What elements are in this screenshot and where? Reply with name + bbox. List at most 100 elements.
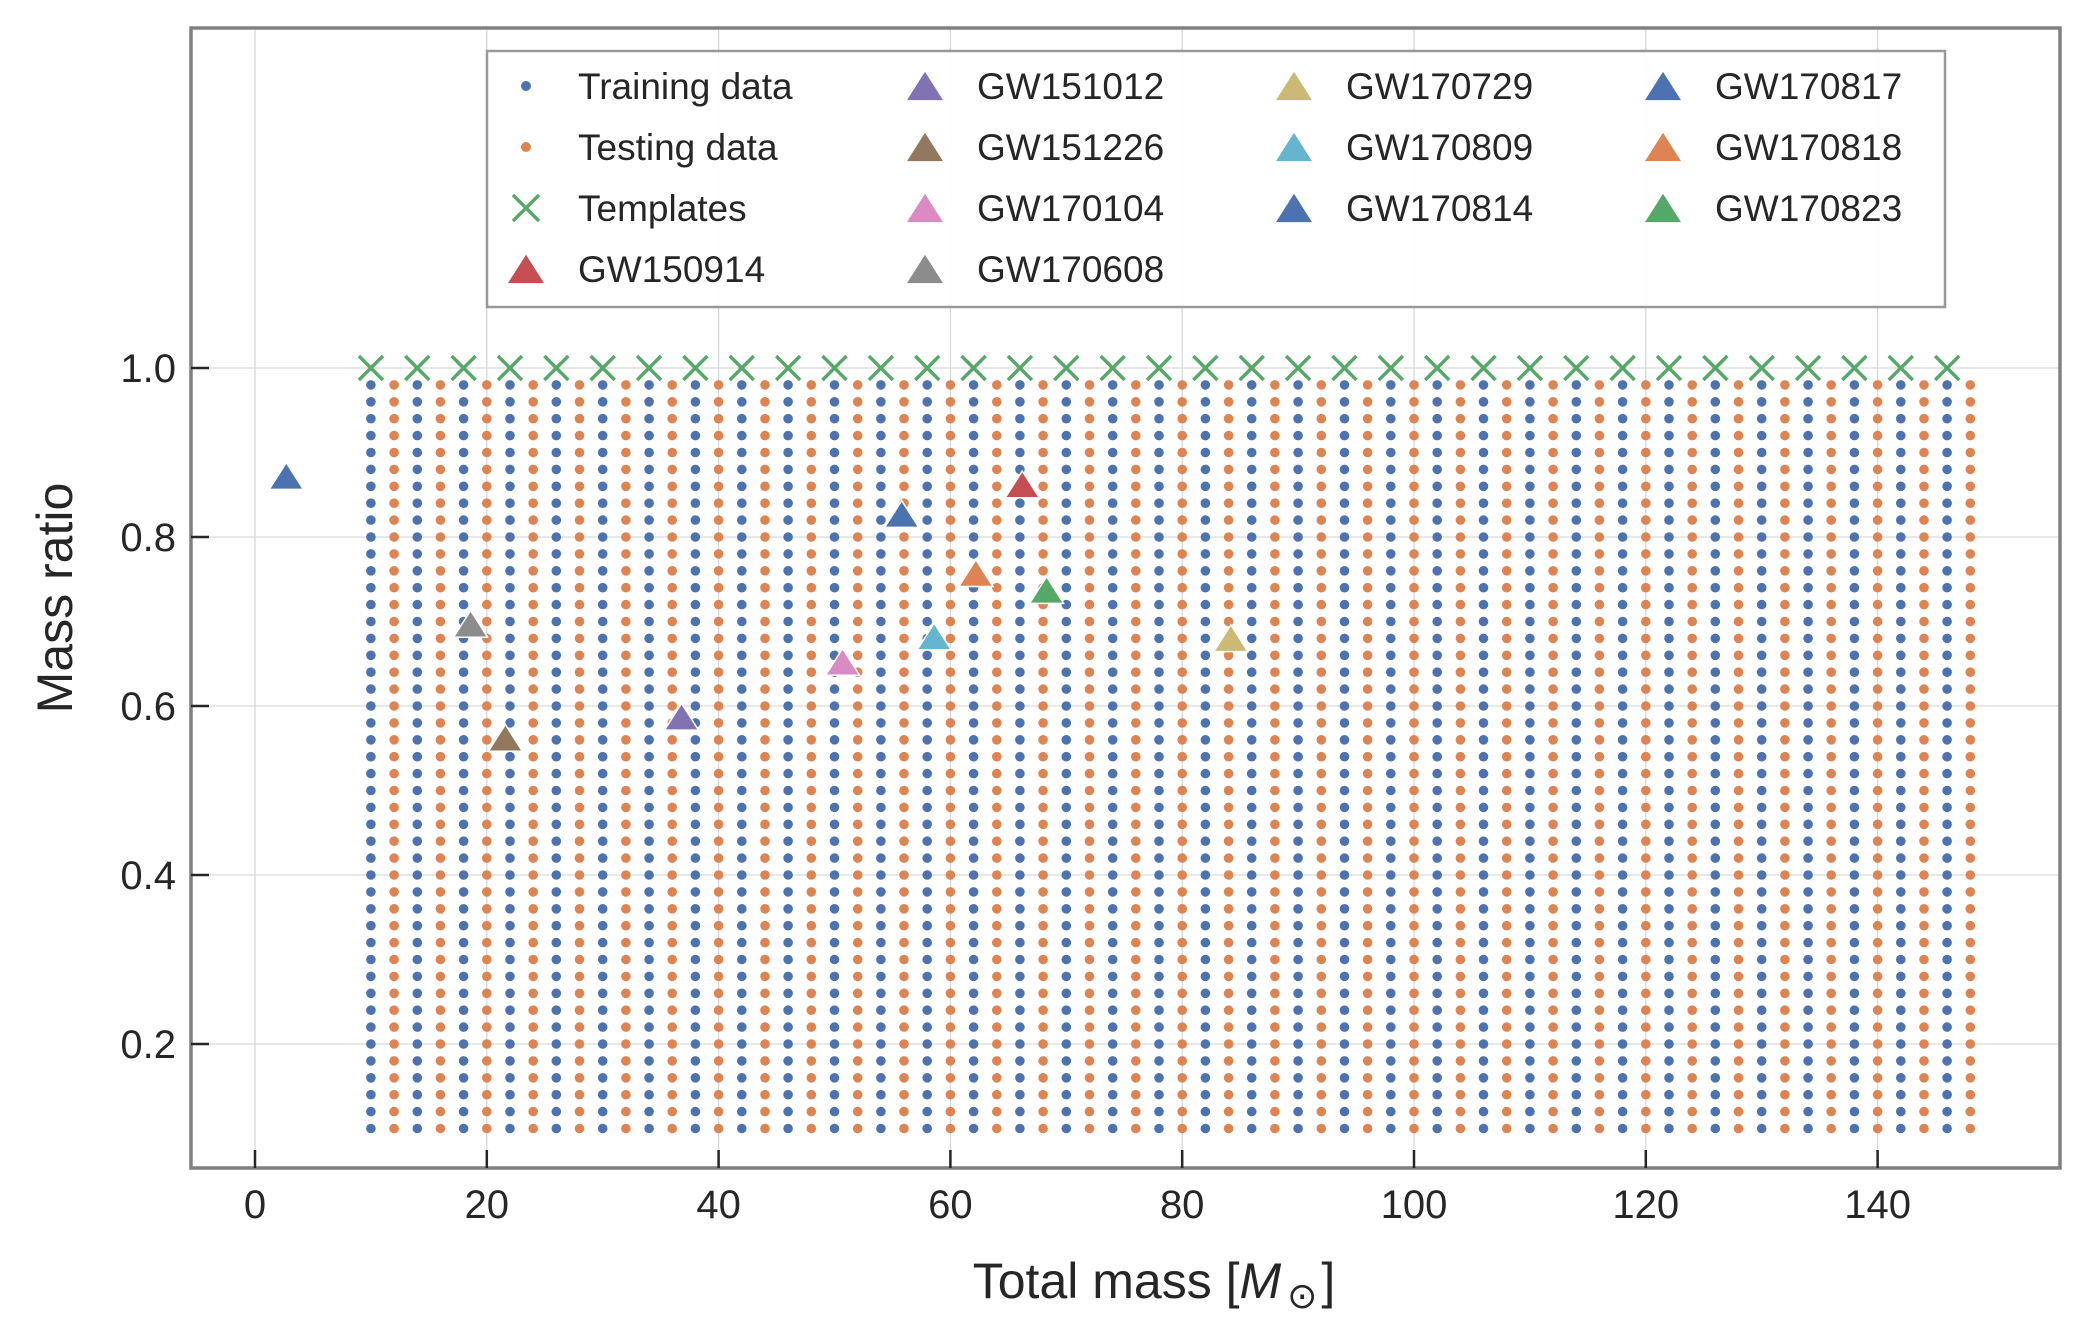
testing-point	[760, 532, 770, 542]
training-point	[1200, 616, 1211, 627]
testing-point	[1872, 549, 1883, 559]
training-point	[737, 1089, 747, 1100]
testing-point	[1084, 1089, 1095, 1100]
testing-point	[389, 1039, 399, 1049]
training-point	[1015, 397, 1025, 407]
training-point	[1200, 413, 1211, 424]
testing-point	[1131, 667, 1141, 677]
testing-point	[1687, 768, 1697, 779]
training-point	[1803, 599, 1813, 610]
training-point	[1525, 1123, 1535, 1134]
training-point	[737, 870, 747, 880]
training-point	[1154, 498, 1164, 509]
testing-point	[1780, 1005, 1790, 1015]
testing-point	[1826, 380, 1836, 390]
testing-point	[1131, 937, 1141, 948]
training-point	[366, 1106, 376, 1117]
testing-point	[482, 971, 492, 982]
training-point	[1525, 768, 1535, 779]
testing-point	[667, 870, 677, 880]
testing-point	[528, 785, 538, 796]
legend-label: Testing data	[578, 127, 778, 168]
testing-point	[1316, 447, 1327, 458]
training-point	[1803, 937, 1813, 948]
training-point	[1432, 920, 1442, 931]
training-point	[1154, 633, 1164, 644]
testing-point	[1780, 1123, 1790, 1134]
training-point	[1246, 667, 1257, 677]
testing-point	[1594, 718, 1605, 728]
testing-point	[806, 954, 817, 965]
training-point	[505, 937, 515, 948]
training-point	[1896, 853, 1906, 863]
training-point	[1432, 498, 1442, 509]
testing-point	[806, 870, 817, 880]
training-point	[1339, 498, 1350, 509]
testing-point	[1641, 616, 1651, 627]
testing-point	[1455, 566, 1466, 576]
training-point	[876, 802, 886, 813]
training-point	[1061, 481, 1072, 492]
testing-point	[1919, 819, 1929, 830]
training-point	[1849, 819, 1860, 830]
training-point	[1571, 397, 1582, 407]
training-point	[1107, 1073, 1118, 1083]
training-point	[1571, 751, 1582, 762]
testing-point	[574, 1022, 585, 1032]
training-point	[737, 701, 747, 711]
training-point	[1664, 515, 1674, 525]
training-point	[1386, 1123, 1396, 1134]
testing-point	[1826, 447, 1836, 458]
testing-point	[1223, 954, 1234, 965]
testing-point	[945, 430, 956, 441]
testing-point	[1687, 954, 1697, 965]
testing-point	[852, 599, 863, 610]
testing-point	[1362, 937, 1373, 948]
testing-point	[899, 684, 909, 694]
testing-point	[852, 498, 863, 509]
testing-point	[1409, 1089, 1419, 1100]
testing-point	[1826, 751, 1836, 762]
testing-point	[1872, 802, 1883, 813]
training-point	[1849, 1089, 1860, 1100]
testing-point	[389, 633, 399, 644]
testing-point	[1641, 1106, 1651, 1117]
testing-point	[992, 498, 1002, 509]
training-point	[1293, 819, 1303, 830]
training-point	[737, 904, 747, 914]
training-point	[1061, 532, 1072, 542]
training-point	[644, 684, 654, 694]
training-point	[551, 515, 562, 525]
training-point	[505, 836, 515, 846]
training-point	[366, 616, 376, 627]
training-point	[1339, 566, 1350, 576]
training-point	[551, 1073, 562, 1083]
testing-point	[713, 1089, 724, 1100]
testing-point	[574, 735, 585, 745]
training-point	[1339, 397, 1350, 407]
testing-point	[1594, 920, 1605, 931]
training-point	[876, 853, 886, 863]
testing-point	[1270, 853, 1280, 863]
training-point	[551, 1106, 562, 1117]
testing-point	[1687, 582, 1697, 593]
testing-point	[899, 836, 909, 846]
training-point	[1896, 904, 1906, 914]
training-point	[1525, 971, 1535, 982]
training-point	[1756, 768, 1767, 779]
training-point	[1432, 413, 1442, 424]
testing-point	[667, 380, 677, 390]
training-point	[783, 1022, 793, 1032]
training-point	[1710, 447, 1721, 458]
testing-point	[1223, 684, 1234, 694]
testing-point	[899, 1005, 909, 1015]
training-point	[551, 1056, 562, 1066]
training-point	[1942, 819, 1952, 830]
training-point	[505, 751, 515, 762]
testing-point	[992, 447, 1002, 458]
testing-point	[1131, 920, 1141, 931]
testing-point	[1780, 684, 1790, 694]
testing-point	[1177, 785, 1187, 796]
testing-point	[1131, 988, 1141, 999]
testing-point	[806, 971, 817, 982]
